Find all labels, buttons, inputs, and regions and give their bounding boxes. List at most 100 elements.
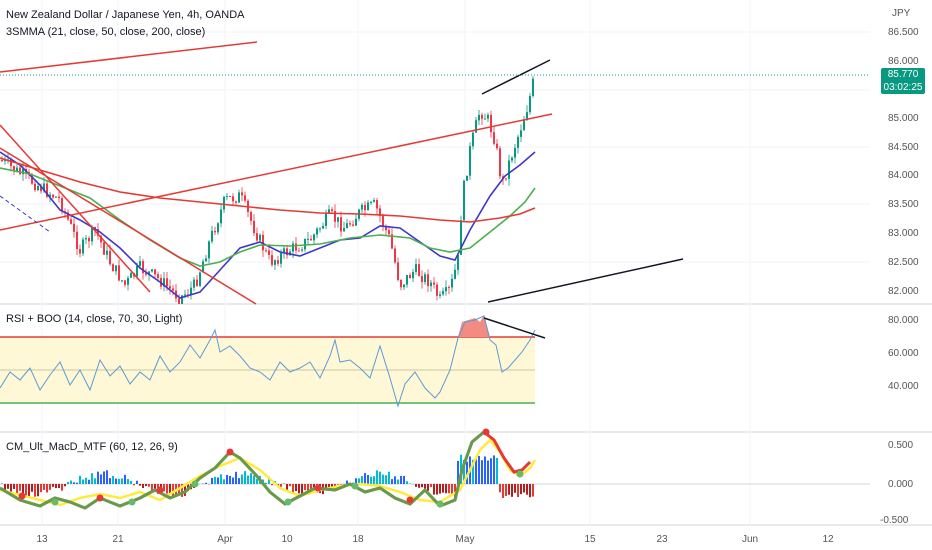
candle-body [451, 278, 453, 288]
candle-body [1, 160, 3, 162]
candle-body [532, 78, 534, 96]
macd-histogram-bar [112, 475, 114, 484]
candle-body [145, 273, 147, 275]
macd-histogram-bar [250, 473, 252, 484]
macd-histogram-bar [463, 459, 465, 484]
macd-histogram-bar [268, 476, 270, 484]
candle-body [316, 228, 318, 235]
candle-body [391, 234, 393, 249]
candle-body [112, 264, 114, 272]
candle-body [424, 274, 426, 283]
candle-body [124, 280, 126, 285]
macd-histogram-bar [172, 484, 174, 496]
candle-body [460, 220, 462, 255]
macd-histogram-bar [379, 471, 381, 484]
candle-body [244, 195, 246, 201]
macd-histogram-bar [307, 484, 309, 495]
candle-body [151, 269, 153, 272]
date-tick: Jun [741, 534, 759, 545]
macd-histogram-bar [244, 471, 246, 484]
macd-histogram-bar [43, 484, 45, 490]
macd-histogram-bar [40, 484, 42, 493]
rsi-pane [0, 315, 546, 408]
candle-body [385, 226, 387, 231]
candle-body [85, 238, 87, 240]
macd-histogram-bar [151, 484, 153, 493]
macd-histogram-bar [166, 484, 168, 494]
macd-histogram-bar [475, 457, 477, 484]
macd-histogram-bar [19, 484, 21, 491]
macd-histogram-bar [223, 479, 225, 484]
macd-histogram-bar [271, 484, 273, 486]
trendlines [0, 41, 684, 305]
macd-histogram-bar [124, 474, 126, 484]
macd-histogram-bar [49, 484, 51, 490]
macd-histogram-bar [526, 484, 528, 495]
macd-histogram-bar [76, 482, 78, 484]
candle-body [487, 114, 489, 119]
macd-histogram-bar [427, 484, 429, 491]
candle-body [286, 248, 288, 256]
macd-histogram-bar [523, 484, 525, 493]
candle-body [481, 114, 483, 119]
macd-histogram-bar [85, 477, 87, 484]
macd-histogram-bar [376, 470, 378, 484]
candle-body [49, 194, 51, 197]
macd-histogram-bar [304, 484, 306, 491]
candle-body [475, 120, 477, 133]
macd-histogram-bar [484, 456, 486, 484]
rsi-legend[interactable]: RSI + BOO (14, close, 70, 30, Light) [6, 313, 183, 325]
candle-body [103, 242, 105, 255]
candlesticks [1, 76, 534, 304]
macd-histogram-bar [220, 474, 222, 484]
candle-body [397, 262, 399, 280]
macd-histogram-bar [520, 484, 522, 495]
macd-histogram-bar [235, 471, 237, 484]
macd-histogram-bar [295, 484, 297, 491]
macd-histogram-bar [127, 479, 129, 484]
macd-histogram-bar [391, 479, 393, 484]
candle-body [508, 160, 510, 179]
macd-histogram-bar [139, 484, 141, 486]
macd-histogram-bar [70, 480, 72, 484]
price-tick: 82.500 [888, 257, 919, 268]
smma-legend[interactable]: 3SMMA (21, close, 50, close, 200, close) [6, 26, 206, 38]
candle-body [40, 185, 42, 192]
rsi-tick: 40.000 [888, 381, 919, 392]
macd-histogram-bar [169, 484, 171, 494]
macd-histogram-bar [214, 476, 216, 484]
macd-histogram-bar [397, 479, 399, 484]
candle-body [229, 195, 231, 197]
candle-body [370, 201, 372, 203]
macd-histogram-bar [496, 457, 498, 484]
macd-histogram-bar [490, 458, 492, 484]
candle-body [307, 238, 309, 240]
candle-body [109, 250, 111, 265]
candle-body [265, 250, 267, 252]
candle-body [256, 233, 258, 241]
candle-body [463, 180, 465, 221]
candle-body [196, 279, 198, 286]
macd-pane [0, 428, 870, 510]
macd-histogram-bar [511, 484, 513, 497]
macd-histogram-bar [181, 484, 183, 497]
candle-body [277, 260, 279, 264]
candle-body [499, 148, 501, 177]
candle-body [268, 250, 270, 256]
macd-histogram-bar [280, 484, 282, 487]
macd-histogram-bar [457, 460, 459, 484]
macd-histogram-bar [478, 455, 480, 484]
candle-body [331, 209, 333, 211]
macd-legend[interactable]: CM_Ult_MacD_MTF (60, 12, 26, 9) [6, 441, 178, 453]
macd-histogram-bar [64, 484, 66, 487]
candle-body [421, 276, 423, 283]
macd-histogram-bar [370, 476, 372, 484]
macd-histogram-bar [451, 484, 453, 496]
macd-histogram-bar [211, 477, 213, 484]
macd-tick: -0.500 [880, 515, 909, 524]
macd-histogram-bar [34, 484, 36, 497]
candle-body [217, 223, 219, 233]
macd-histogram-bar [28, 484, 30, 497]
candle-body [355, 218, 357, 226]
